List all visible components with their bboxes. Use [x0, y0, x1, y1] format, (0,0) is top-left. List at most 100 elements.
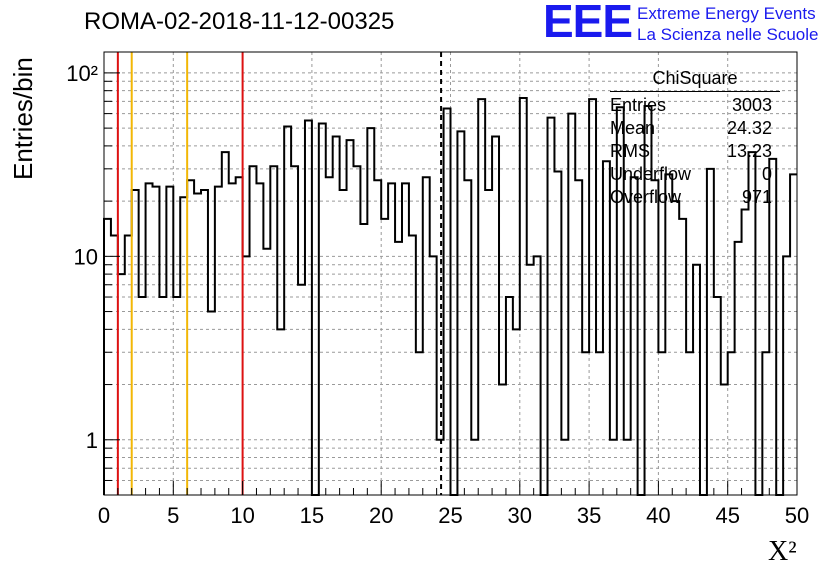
histogram-bin: [319, 123, 326, 495]
stats-row-rms: RMS 13.23: [610, 140, 780, 163]
y-tick-label: 10: [74, 244, 98, 269]
histogram-bin: [222, 152, 229, 495]
histogram-bin: [409, 235, 416, 495]
logo-line-2: La Scienza nelle Scuole: [637, 25, 819, 44]
histogram-bin: [478, 99, 485, 495]
histogram-bin: [347, 140, 354, 495]
stats-row-mean: Mean 24.32: [610, 117, 780, 140]
histogram-bin: [250, 166, 257, 495]
histogram-bin: [180, 197, 187, 495]
histogram-outline: [103, 96, 797, 496]
x-tick-label: 45: [715, 503, 739, 528]
histogram-bin: [360, 224, 367, 495]
histogram-bin: [194, 194, 201, 495]
histogram-bin: [651, 180, 658, 495]
stats-label: Underflow: [610, 164, 692, 184]
histogram-bin: [707, 169, 714, 495]
grid-layer: [104, 52, 797, 495]
histogram-bin: [582, 352, 589, 495]
histogram-bin: [159, 297, 166, 495]
histogram-bin: [381, 219, 388, 495]
histogram-bin: [229, 183, 236, 495]
stats-row-entries: Entries 3003: [610, 94, 780, 117]
histogram-bin: [624, 440, 631, 495]
histogram-bin: [291, 166, 298, 495]
histogram-bin: [402, 183, 409, 495]
histogram-bin: [215, 187, 222, 495]
histogram-bin: [125, 235, 132, 495]
x-tick-label: 10: [230, 503, 254, 528]
histogram-bin: [686, 352, 693, 495]
stats-label: Entries: [610, 95, 667, 115]
histogram-bin: [340, 190, 347, 495]
stats-value: 13.23: [726, 141, 772, 161]
histogram-bin: [444, 108, 451, 495]
x-tick-label: 0: [98, 503, 110, 528]
histogram-bin: [554, 172, 561, 495]
logo-mark: EEE: [543, 0, 633, 47]
histogram-bin: [714, 297, 721, 495]
histogram-bin: [243, 256, 250, 495]
histogram-layer: [103, 96, 797, 496]
histogram-bin: [520, 98, 527, 495]
histogram-bin: [527, 265, 534, 495]
histogram-bin: [118, 274, 125, 495]
stats-label: RMS: [610, 141, 650, 161]
histogram-bin: [513, 329, 520, 495]
stats-value: 3003: [731, 95, 772, 115]
histogram-bin: [506, 297, 513, 495]
histogram-bin: [256, 183, 263, 495]
histogram-bin: [263, 249, 270, 495]
histogram-bin: [769, 159, 776, 495]
histogram-bin: [631, 177, 638, 495]
histogram-bin: [395, 242, 402, 495]
x-tick-label: 20: [369, 503, 393, 528]
histogram-bin: [153, 187, 160, 495]
histogram-bin: [104, 219, 111, 495]
histogram-bin: [596, 352, 603, 495]
histogram-bin: [367, 128, 374, 495]
histogram-bin: [658, 352, 665, 495]
histogram-bin: [457, 131, 464, 495]
stats-box: ChiSquare Entries 3003 Mean 24.32 RMS 13…: [610, 68, 780, 209]
histogram-bin: [374, 180, 381, 495]
histogram-bin: [665, 174, 672, 495]
histogram-bin: [728, 352, 735, 495]
histogram-bin: [499, 385, 506, 495]
histogram-bin: [589, 99, 596, 495]
logo-line-1: Extreme Energy Events: [637, 4, 816, 23]
y-tick-label: 1: [86, 428, 98, 453]
histogram-bin: [326, 177, 333, 495]
histogram-bin: [416, 352, 423, 495]
histogram-bin: [166, 187, 173, 495]
y-axis-label: Entries/bin: [8, 57, 38, 180]
stats-title: ChiSquare: [610, 68, 780, 92]
histogram-bin: [430, 256, 437, 495]
histogram-bin: [471, 440, 478, 495]
x-tick-label: 15: [300, 503, 324, 528]
histogram-bin: [270, 166, 277, 495]
x-axis-label: X²: [768, 536, 797, 567]
histogram-bin: [139, 297, 146, 495]
x-tick-label: 50: [785, 503, 809, 528]
chart-title: ROMA-02-2018-11-12-00325: [84, 8, 395, 35]
histogram-bin: [236, 177, 243, 495]
stats-row-underflow: Underflow 0: [610, 163, 780, 186]
histogram-bin: [762, 352, 769, 495]
stats-value: 24.32: [726, 118, 772, 138]
histogram-bin: [208, 312, 215, 495]
axes-layer: 0 5 10 15 20 25 30 35 40 45 50 1 10 10²: [66, 51, 809, 528]
x-tick-label: 40: [646, 503, 670, 528]
histogram-bin: [721, 385, 728, 495]
stats-label: Overflow: [610, 187, 682, 207]
histogram-bin: [568, 114, 575, 495]
histogram-bin: [679, 219, 686, 495]
histogram-bin: [277, 329, 284, 495]
x-tick-label: 5: [167, 503, 179, 528]
histogram-bin: [603, 161, 610, 495]
histogram-bin: [735, 242, 742, 495]
histogram-bin: [284, 127, 291, 495]
histogram-bin: [672, 201, 679, 495]
x-tick-label: 35: [577, 503, 601, 528]
